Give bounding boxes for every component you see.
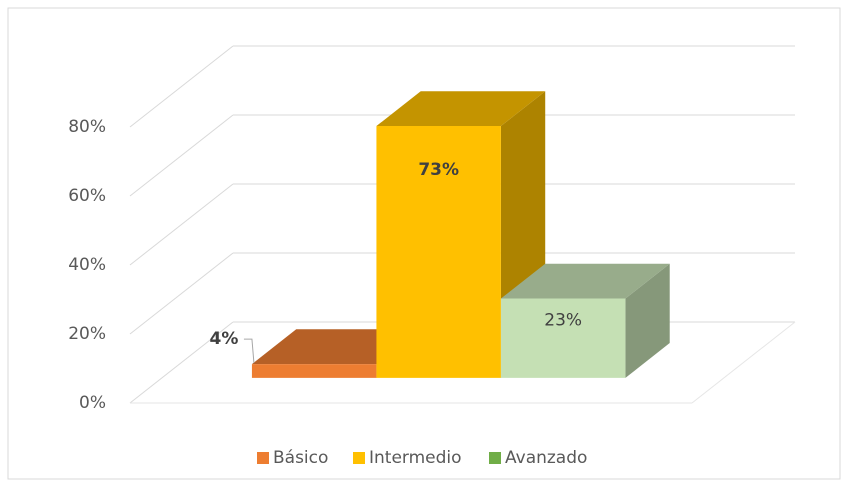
grid-line (129, 252, 234, 335)
y-tick-label: 80% (68, 117, 106, 137)
bar-top (376, 91, 546, 127)
y-tick-label: 60% (68, 186, 106, 206)
legend-label: Intermedio (369, 448, 462, 468)
y-tick-label: 40% (68, 255, 106, 275)
bar-front (500, 298, 626, 378)
bar-front (376, 126, 501, 378)
bar-side (625, 263, 670, 378)
grid-line (129, 321, 234, 404)
legend-swatch (489, 452, 501, 464)
grid-line (129, 183, 234, 266)
legend-swatch (257, 452, 269, 464)
floor-edge (691, 321, 796, 404)
grid-line (129, 114, 234, 197)
data-label: 23% (544, 311, 582, 331)
y-tick-label: 20% (68, 324, 106, 344)
bar-front (251, 364, 377, 378)
y-tick-label: 0% (79, 393, 106, 413)
legend-swatch (353, 452, 365, 464)
data-label: 73% (418, 160, 459, 180)
legend-label: Básico (273, 448, 328, 468)
bar-top (500, 263, 670, 299)
grid-line (129, 45, 234, 128)
data-label: 4% (209, 329, 238, 349)
leader-line (243, 338, 255, 364)
legend-label: Avanzado (505, 448, 587, 468)
